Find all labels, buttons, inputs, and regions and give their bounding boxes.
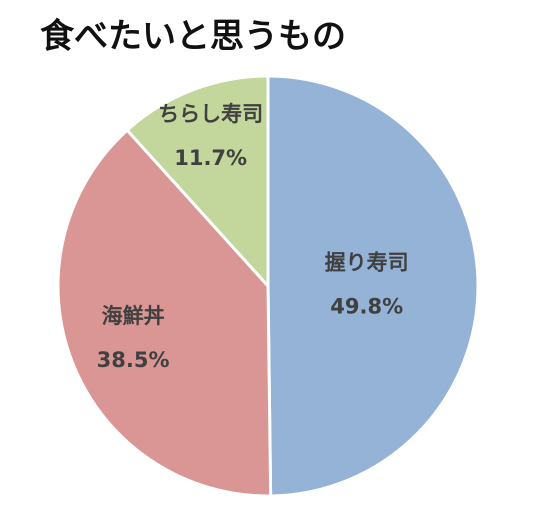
- value-label: 49.8%: [330, 294, 403, 318]
- slice-label: 海鮮丼: [102, 304, 165, 328]
- pie-slice: [266, 74, 480, 498]
- chart-title: 食べたいと思うもの: [40, 17, 346, 57]
- slice-label: 握り寿司: [325, 250, 409, 274]
- value-label: 38.5%: [97, 348, 170, 372]
- pie-slice: [56, 128, 273, 498]
- slice-label: ちらし寿司: [158, 102, 263, 126]
- pie-slice: [125, 74, 270, 290]
- value-label: 11.7%: [174, 146, 247, 170]
